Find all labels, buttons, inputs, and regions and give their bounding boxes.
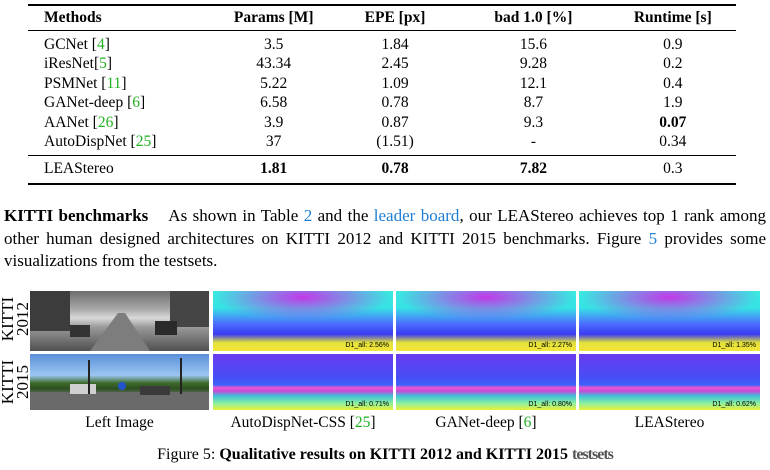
col-header-bad: bad 1.0 [%] bbox=[494, 9, 573, 27]
runtime-cell: 0.4 bbox=[663, 74, 683, 92]
bad-cell: 12.1 bbox=[519, 74, 547, 92]
epe-cell: 0.78 bbox=[381, 94, 409, 112]
table-best-body: LEAStereo 1.81 0.78 7.82 0.3 bbox=[28, 155, 736, 184]
bad-cell: 15.6 bbox=[519, 35, 547, 53]
runtime-cell: 0.9 bbox=[663, 35, 683, 53]
kitti-paragraph: KITTI benchmarks As shown in Table 2 and … bbox=[4, 205, 766, 273]
params-cell: 37 bbox=[265, 133, 282, 151]
bad-cell: 9.28 bbox=[519, 55, 547, 73]
paragraph-text: and the bbox=[312, 206, 374, 225]
method-cell: GANet-deep [6] bbox=[44, 94, 146, 112]
table-row: iResNet[5] 43.34 2.45 9.28 0.2 bbox=[28, 54, 736, 74]
bad-cell: 7.82 bbox=[519, 160, 547, 178]
figure-caption-cut: testsets bbox=[572, 446, 614, 463]
kitti2012-autodispnet-disparity: D1_all: 2.56% bbox=[213, 291, 393, 351]
kitti2015-left-image bbox=[30, 354, 209, 410]
row-label-kitti2015: KITTI 2015 bbox=[0, 359, 32, 405]
params-cell: 3.9 bbox=[263, 113, 284, 131]
params-cell: 1.81 bbox=[260, 160, 288, 178]
table-row: GCNet [4] 3.5 1.84 15.6 0.9 bbox=[28, 35, 736, 55]
epe-cell: 1.84 bbox=[381, 35, 409, 53]
method-cell: AutoDispNet [25] bbox=[44, 133, 157, 151]
column-label-autodispnet: AutoDispNet-CSS [25] bbox=[230, 414, 376, 431]
bad-cell: 8.7 bbox=[523, 94, 544, 112]
column-label-leastereo: LEAStereo bbox=[634, 414, 705, 431]
d1-score-label: D1_all: 0.80% bbox=[528, 401, 572, 408]
citation-link[interactable]: 26 bbox=[97, 113, 114, 131]
col-header-epe: EPE [px] bbox=[364, 9, 426, 27]
bad-cell: - bbox=[530, 133, 536, 151]
bad-cell: 9.3 bbox=[523, 113, 544, 131]
kitti2015-leastereo-disparity: D1_all: 0.62% bbox=[579, 354, 760, 410]
table-row: GANet-deep [6] 6.58 0.78 8.7 1.9 bbox=[28, 93, 736, 113]
kitti2015-ganet-disparity: D1_all: 0.80% bbox=[396, 354, 576, 410]
figure-number: Figure 5: bbox=[157, 446, 216, 463]
runtime-cell: 1.9 bbox=[663, 94, 683, 112]
row-label-kitti2012: KITTI 2012 bbox=[0, 296, 32, 342]
intersection-scene-image bbox=[30, 358, 209, 410]
params-cell: 5.22 bbox=[260, 74, 288, 92]
runtime-cell: 0.3 bbox=[663, 160, 683, 178]
street-scene-image bbox=[30, 291, 209, 351]
table-row: AutoDispNet [25] 37 (1.51) - 0.34 bbox=[28, 132, 736, 152]
params-cell: 6.58 bbox=[260, 94, 288, 112]
paragraph-text: , our LEAStereo achieves top 1 rank amon… bbox=[4, 206, 766, 248]
method-cell: LEAStereo bbox=[44, 160, 114, 178]
method-cell: AANet [26] bbox=[44, 113, 119, 131]
table-ref-link[interactable]: 2 bbox=[303, 206, 313, 225]
citation-link[interactable]: 25 bbox=[135, 133, 152, 151]
epe-cell: (1.51) bbox=[376, 133, 414, 151]
d1-score-label: D1_all: 2.27% bbox=[528, 342, 572, 349]
table-row: PSMNet [11] 5.22 1.09 12.1 0.4 bbox=[28, 74, 736, 94]
runtime-cell: 0.2 bbox=[663, 55, 683, 73]
citation-link[interactable]: 4 bbox=[96, 35, 105, 53]
column-label-ganet: GANet-deep [6] bbox=[435, 414, 537, 431]
params-cell: 3.5 bbox=[263, 35, 284, 53]
kitti2012-leastereo-disparity: D1_all: 1.35% bbox=[579, 291, 760, 351]
citation-link[interactable]: 5 bbox=[99, 55, 107, 73]
kitti2012-ganet-disparity: D1_all: 2.27% bbox=[396, 291, 576, 351]
kitti2015-autodispnet-disparity: D1_all: 0.71% bbox=[213, 354, 393, 410]
citation-link[interactable]: 6 bbox=[132, 94, 140, 112]
citation-link[interactable]: 25 bbox=[354, 414, 371, 431]
table-header-row: Methods Params [M] EPE [px] bad 1.0 [%] … bbox=[28, 5, 736, 31]
kitti2012-left-image bbox=[30, 291, 209, 351]
epe-cell: 2.45 bbox=[381, 55, 409, 73]
col-header-params: Params [M] bbox=[233, 9, 314, 27]
epe-cell: 0.87 bbox=[381, 113, 409, 131]
runtime-cell: 0.34 bbox=[659, 133, 687, 151]
figure-caption-text: Qualitative results on KITTI 2012 and KI… bbox=[219, 446, 568, 463]
d1-score-label: D1_all: 0.71% bbox=[345, 401, 389, 408]
table-body: GCNet [4] 3.5 1.84 15.6 0.9 iResNet[5] 4… bbox=[28, 31, 736, 156]
d1-score-label: D1_all: 1.35% bbox=[712, 342, 756, 349]
table-row: AANet [26] 3.9 0.87 9.3 0.07 bbox=[28, 113, 736, 133]
col-header-methods: Methods bbox=[44, 9, 102, 27]
epe-cell: 0.78 bbox=[381, 160, 409, 178]
d1-score-label: D1_all: 2.56% bbox=[345, 342, 389, 349]
paragraph-text: As shown in Table bbox=[168, 206, 304, 225]
leader-board-link[interactable]: leader board bbox=[373, 206, 460, 225]
col-header-runtime: Runtime [s] bbox=[633, 9, 712, 27]
epe-cell: 1.09 bbox=[381, 74, 409, 92]
figure-caption: Figure 5: Qualitative results on KITTI 2… bbox=[0, 446, 770, 464]
method-cell: iResNet[5] bbox=[44, 55, 113, 73]
paragraph-heading: KITTI benchmarks bbox=[4, 206, 149, 225]
paragraph-text: provides some visualizations from the te… bbox=[4, 228, 766, 271]
column-label-left-image: Left Image bbox=[85, 414, 154, 431]
citation-link[interactable]: 11 bbox=[106, 74, 122, 92]
method-cell: GCNet [4] bbox=[44, 35, 110, 53]
figure-ref-link[interactable]: 5 bbox=[648, 228, 658, 248]
citation-link[interactable]: 6 bbox=[523, 414, 532, 431]
method-cell: PSMNet [11] bbox=[44, 74, 127, 92]
results-table: Methods Params [M] EPE [px] bad 1.0 [%] … bbox=[28, 4, 736, 185]
table-row-best: LEAStereo 1.81 0.78 7.82 0.3 bbox=[28, 155, 736, 184]
runtime-cell: 0.07 bbox=[659, 113, 687, 131]
params-cell: 43.34 bbox=[256, 55, 292, 73]
d1-score-label: D1_all: 0.62% bbox=[712, 401, 756, 408]
